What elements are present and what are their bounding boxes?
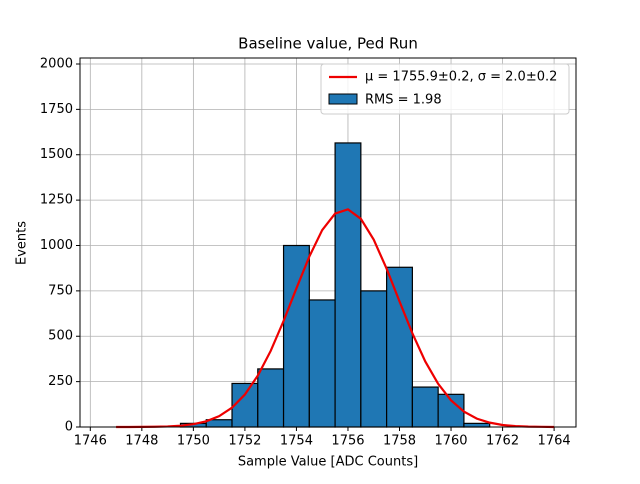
chart-title: Baseline value, Ped Run <box>238 35 418 53</box>
y-tick-label: 1250 <box>40 193 73 208</box>
legend-box <box>320 63 570 115</box>
bar <box>463 422 491 428</box>
axes-frame <box>79 57 577 428</box>
legend-swatch <box>328 93 358 105</box>
bar <box>386 266 413 428</box>
x-tick-label: 1752 <box>228 434 261 449</box>
y-tick-label: 1750 <box>40 102 73 117</box>
y-axis-label: Events <box>15 221 30 265</box>
y-tick-label: 0 <box>65 420 73 435</box>
bar <box>360 290 388 428</box>
x-axis-label: Sample Value [ADC Counts] <box>238 455 418 470</box>
x-tick-label: 1748 <box>125 434 158 449</box>
y-tick-label: 1500 <box>40 147 73 162</box>
legend-label: RMS = 1.98 <box>365 93 442 108</box>
y-tick-label: 250 <box>48 374 73 389</box>
x-tick-label: 1764 <box>538 434 571 449</box>
fit-line <box>116 208 555 429</box>
x-tick-label: 1762 <box>486 434 519 449</box>
y-tick-label: 1000 <box>40 238 73 253</box>
x-tick-label: 1750 <box>177 434 210 449</box>
y-tick-label: 500 <box>48 329 73 344</box>
bar <box>257 368 285 428</box>
x-tick-label: 1758 <box>383 434 416 449</box>
bar <box>334 142 362 428</box>
x-tick-label: 1760 <box>434 434 467 449</box>
bar <box>282 244 310 428</box>
y-tick-label: 750 <box>48 283 73 298</box>
bar <box>308 299 336 428</box>
y-tick-label: 2000 <box>40 56 73 71</box>
legend-label: μ = 1755.9±0.2, σ = 2.0±0.2 <box>365 70 557 85</box>
x-tick-label: 1746 <box>74 434 107 449</box>
x-tick-label: 1754 <box>280 434 313 449</box>
bar <box>411 386 439 428</box>
x-tick-label: 1756 <box>331 434 364 449</box>
